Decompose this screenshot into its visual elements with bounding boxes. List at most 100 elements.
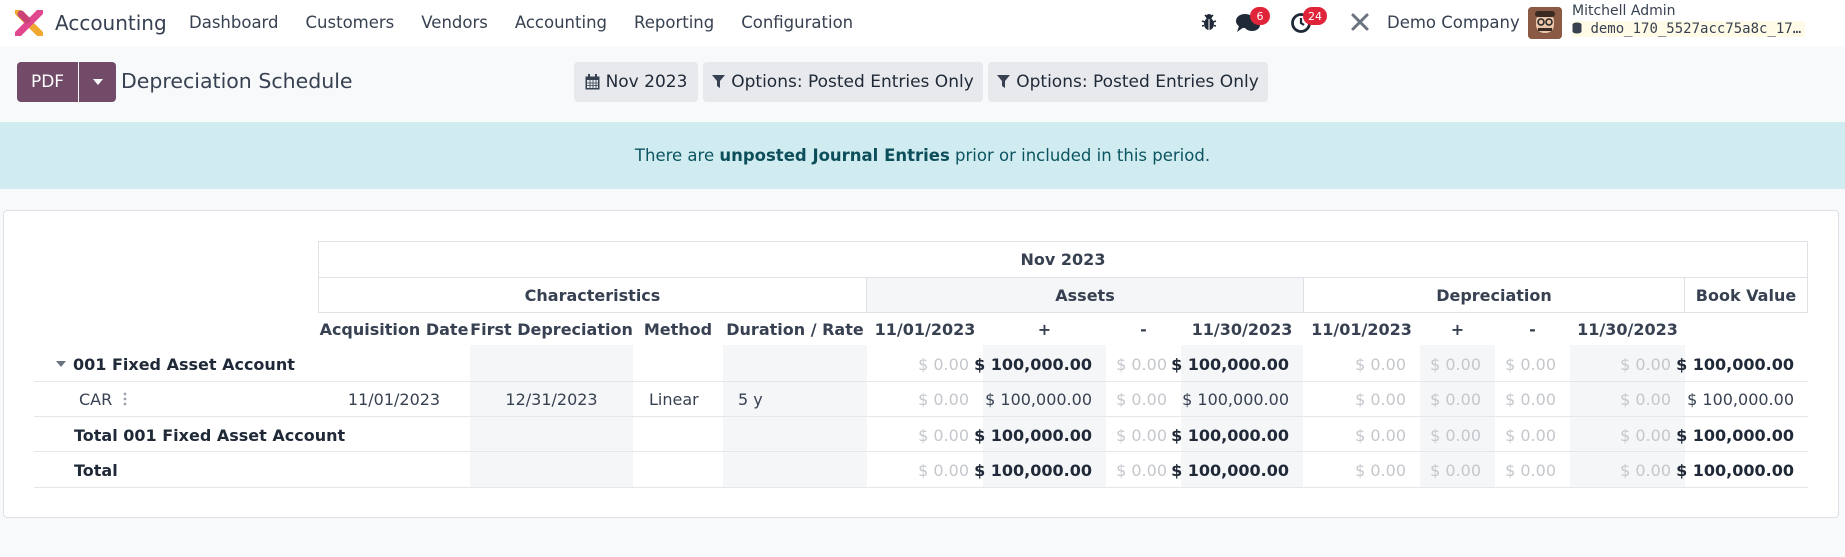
total-row-label: Total <box>74 460 118 480</box>
cell-value: $ 100,000.00 <box>974 354 1092 374</box>
cell-value: $ 0.00 <box>918 425 969 445</box>
cell-value: $ 0.00 <box>1505 389 1556 409</box>
group-row-account[interactable]: 001 Fixed Asset Account <box>55 352 295 376</box>
cell-value: $ 0.00 <box>1505 425 1556 445</box>
row-separator <box>34 451 1808 452</box>
subtotal-row-label: Total 001 Fixed Asset Account <box>74 425 346 445</box>
menu-configuration[interactable]: Configuration <box>741 13 854 32</box>
messages-icon[interactable] <box>1235 12 1261 34</box>
user-avatar[interactable] <box>1528 7 1562 39</box>
col-assets-plus[interactable]: + <box>1037 319 1052 339</box>
cell-value: $ 0.00 <box>1355 389 1406 409</box>
col-acquisition-date[interactable]: Acquisition Date <box>319 319 469 339</box>
cell-method: Linear <box>649 389 699 409</box>
col-depr-closing[interactable]: 11/30/2023 <box>1577 319 1678 339</box>
group-characteristics: Characteristics <box>318 277 867 313</box>
cell-value: $ 0.00 <box>1355 354 1406 374</box>
top-navbar: Accounting Dashboard Customers Vendors A… <box>0 0 1845 46</box>
col-depr-opening[interactable]: 11/01/2023 <box>1311 319 1412 339</box>
cell-value: $ 0.00 <box>1620 460 1671 480</box>
accounting-app-icon[interactable] <box>15 10 43 36</box>
cell-value: $ 0.00 <box>1620 425 1671 445</box>
row-separator <box>34 487 1808 488</box>
cell-acquisition-date: 11/01/2023 <box>347 389 441 409</box>
cell-value: $ 0.00 <box>1430 389 1481 409</box>
caret-down-icon <box>92 79 103 85</box>
options-filter-label-2: Options: Posted Entries Only <box>1016 72 1259 92</box>
shade-assets-header <box>867 278 1304 313</box>
app-name[interactable]: Accounting <box>55 11 167 35</box>
menu-dashboard[interactable]: Dashboard <box>189 13 279 32</box>
cell-first-depreciation: 12/31/2023 <box>505 389 598 409</box>
cell-value: $ 100,000.00 <box>1182 389 1289 409</box>
col-depr-minus[interactable]: - <box>1529 319 1536 339</box>
menu-accounting[interactable]: Accounting <box>514 13 607 32</box>
messages-badge: 6 <box>1250 7 1270 25</box>
menu-vendors[interactable]: Vendors <box>421 13 488 32</box>
cell-value: $ 100,000.00 <box>1171 460 1289 480</box>
cell-value: $ 0.00 <box>1355 460 1406 480</box>
col-depr-plus[interactable]: + <box>1450 319 1465 339</box>
group-assets: Assets <box>866 277 1304 313</box>
alert-prefix: There are <box>634 146 720 165</box>
cell-value: $ 0.00 <box>1116 460 1167 480</box>
bug-icon[interactable] <box>1199 12 1219 32</box>
cell-value: $ 0.00 <box>1505 354 1556 374</box>
cell-value: $ 100,000.00 <box>974 460 1092 480</box>
cell-value: $ 0.00 <box>918 389 969 409</box>
col-assets-minus[interactable]: - <box>1140 319 1147 339</box>
cell-value: $ 0.00 <box>1620 389 1671 409</box>
filter-icon <box>712 75 726 88</box>
date-filter-button[interactable]: Nov 2023 <box>574 62 698 102</box>
activities-badge: 24 <box>1303 7 1327 25</box>
cell-value: $ 0.00 <box>918 460 969 480</box>
unposted-entries-link[interactable]: unposted Journal Entries <box>719 146 950 165</box>
asset-row-car[interactable]: CAR <box>79 387 127 411</box>
menu-reporting[interactable]: Reporting <box>634 13 715 32</box>
options-filter-button[interactable]: Options: Posted Entries Only <box>703 62 983 102</box>
group-row-label: 001 Fixed Asset Account <box>73 354 295 374</box>
period-header: Nov 2023 <box>318 241 1808 278</box>
page-title: Depreciation Schedule <box>121 69 353 93</box>
cell-value: $ 0.00 <box>1430 354 1481 374</box>
cell-value: $ 0.00 <box>1355 425 1406 445</box>
col-assets-opening[interactable]: 11/01/2023 <box>874 319 976 339</box>
options-filter-label: Options: Posted Entries Only <box>731 72 974 92</box>
asset-row-label: CAR <box>79 389 113 409</box>
cell-value: $ 100,000.00 <box>985 389 1092 409</box>
cell-value: $ 0.00 <box>1116 389 1167 409</box>
row-separator <box>34 381 1808 382</box>
vertical-ellipsis-icon[interactable] <box>123 392 127 406</box>
database-name-text: demo_170_5527acc75a8c_17… <box>1590 21 1802 37</box>
cell-value: $ 100,000.00 <box>1171 354 1289 374</box>
database-icon <box>1572 22 1582 34</box>
cell-value: $ 0.00 <box>1116 354 1167 374</box>
col-first-depreciation[interactable]: First Depreciation <box>470 319 633 339</box>
unposted-entries-alert: There are unposted Journal Entries prior… <box>0 122 1845 189</box>
col-duration-rate[interactable]: Duration / Rate <box>726 319 864 339</box>
caret-down-icon <box>56 361 66 367</box>
filter-icon <box>997 75 1011 88</box>
group-depreciation: Depreciation <box>1303 277 1685 313</box>
user-name[interactable]: Mitchell Admin <box>1572 3 1676 19</box>
export-dropdown-toggle[interactable] <box>79 62 116 102</box>
col-assets-closing[interactable]: 11/30/2023 <box>1191 319 1293 339</box>
alert-suffix: prior or included in this period. <box>949 146 1211 165</box>
date-filter-label: Nov 2023 <box>605 72 688 92</box>
cell-value: $ 100,000.00 <box>1676 460 1794 480</box>
cell-duration-rate: 5 y <box>738 389 763 409</box>
cell-value: $ 0.00 <box>1620 354 1671 374</box>
row-separator <box>34 416 1808 417</box>
cell-value: $ 100,000.00 <box>974 425 1092 445</box>
database-name: demo_170_5527acc75a8c_17… <box>1572 21 1806 37</box>
cell-value: $ 0.00 <box>1505 460 1556 480</box>
cell-value: $ 0.00 <box>918 354 969 374</box>
menu-customers[interactable]: Customers <box>305 13 395 32</box>
col-method[interactable]: Method <box>643 319 713 339</box>
settings-tools-icon[interactable] <box>1350 12 1370 32</box>
pdf-button[interactable]: PDF <box>17 62 78 102</box>
cell-value: $ 100,000.00 <box>1676 425 1794 445</box>
cell-value: $ 100,000.00 <box>1676 354 1794 374</box>
options-filter-button-2[interactable]: Options: Posted Entries Only <box>988 62 1268 102</box>
company-switcher[interactable]: Demo Company <box>1387 13 1520 32</box>
